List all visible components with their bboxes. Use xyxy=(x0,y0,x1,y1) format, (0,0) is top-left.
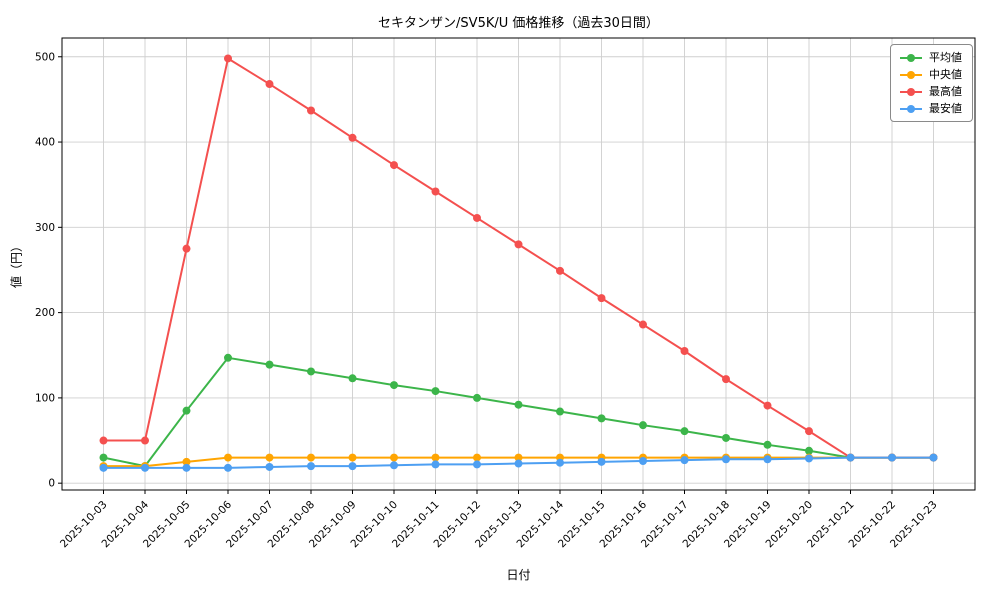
data-point xyxy=(597,294,606,303)
data-point xyxy=(99,453,108,462)
data-point xyxy=(473,453,481,462)
data-point xyxy=(680,456,689,465)
data-point xyxy=(390,381,398,390)
data-point xyxy=(929,453,938,462)
data-point xyxy=(722,433,730,442)
data-point xyxy=(431,187,440,196)
data-point xyxy=(639,457,647,466)
y-tick-label: 400 xyxy=(35,137,55,149)
data-point xyxy=(763,440,772,449)
legend-item: 最高値 xyxy=(899,86,962,98)
y-tick-label: 0 xyxy=(48,478,55,490)
legend-marker-icon xyxy=(900,54,922,62)
data-point xyxy=(390,453,398,462)
data-point xyxy=(307,462,315,471)
y-tick-label: 500 xyxy=(35,51,55,63)
gridlines xyxy=(62,38,975,490)
data-point xyxy=(597,414,606,423)
data-point xyxy=(182,463,191,472)
data-point xyxy=(348,453,357,462)
data-point xyxy=(431,453,440,462)
data-point xyxy=(556,266,564,275)
data-point xyxy=(99,436,108,445)
data-point xyxy=(348,133,357,142)
legend-item: 中央値 xyxy=(899,69,962,81)
data-point xyxy=(473,460,481,469)
legend-label: 最高値 xyxy=(929,85,962,98)
data-point xyxy=(846,453,855,462)
legend: 平均値中央値最高値最安値 xyxy=(890,44,973,122)
data-point xyxy=(224,453,232,462)
data-point xyxy=(722,455,730,464)
y-axis-label: 値（円） xyxy=(9,239,24,289)
data-point xyxy=(805,454,813,463)
data-point xyxy=(597,457,606,466)
y-tick-label: 100 xyxy=(35,392,55,404)
data-point xyxy=(431,387,440,396)
legend-marker-icon xyxy=(900,88,922,96)
data-point xyxy=(473,393,481,402)
legend-label: 最安値 xyxy=(929,102,962,115)
data-point xyxy=(556,458,564,467)
data-point xyxy=(182,244,191,253)
data-point xyxy=(514,240,523,249)
data-point xyxy=(763,401,772,410)
data-point xyxy=(473,213,481,222)
data-point xyxy=(265,360,274,369)
data-point xyxy=(265,462,274,471)
data-point xyxy=(639,421,647,430)
data-point xyxy=(514,400,523,409)
data-point xyxy=(680,427,689,436)
data-point xyxy=(224,353,232,362)
y-axis: 0 100 200 300 400 500 xyxy=(35,51,62,490)
data-point xyxy=(514,459,523,468)
data-point xyxy=(141,463,149,472)
series-最安値 xyxy=(99,453,938,472)
legend-label: 中央値 xyxy=(929,68,962,81)
y-tick-label: 300 xyxy=(35,222,55,234)
data-point xyxy=(224,463,232,472)
data-point xyxy=(805,427,813,436)
data-point xyxy=(514,453,523,462)
data-point xyxy=(224,54,232,63)
data-point xyxy=(390,161,398,170)
data-point xyxy=(307,367,315,376)
legend-marker-icon xyxy=(900,71,922,79)
data-point xyxy=(348,374,357,383)
data-point xyxy=(99,463,108,472)
legend-item: 平均値 xyxy=(899,52,962,64)
data-point xyxy=(307,106,315,115)
data-point xyxy=(265,453,274,462)
data-point xyxy=(141,436,149,445)
data-point xyxy=(680,346,689,355)
data-point xyxy=(888,453,896,462)
data-point xyxy=(348,462,357,471)
x-axis: 2025-10-032025-10-042025-10-052025-10-06… xyxy=(58,490,940,550)
data-point xyxy=(805,446,813,455)
data-point xyxy=(182,457,191,466)
data-point xyxy=(722,375,730,384)
data-point xyxy=(265,80,274,89)
data-point xyxy=(307,453,315,462)
x-axis-label: 日付 xyxy=(506,568,531,582)
data-point xyxy=(763,455,772,464)
data-point xyxy=(431,460,440,469)
legend-marker-icon xyxy=(900,105,922,113)
legend-label: 平均値 xyxy=(929,51,962,64)
data-point xyxy=(390,461,398,470)
data-point xyxy=(182,406,191,415)
data-point xyxy=(556,407,564,416)
legend-item: 最安値 xyxy=(899,103,962,115)
chart-title: セキタンザン/SV5K/U 価格推移（過去30日間） xyxy=(378,16,659,31)
data-point xyxy=(639,320,647,329)
y-tick-label: 200 xyxy=(35,307,55,319)
